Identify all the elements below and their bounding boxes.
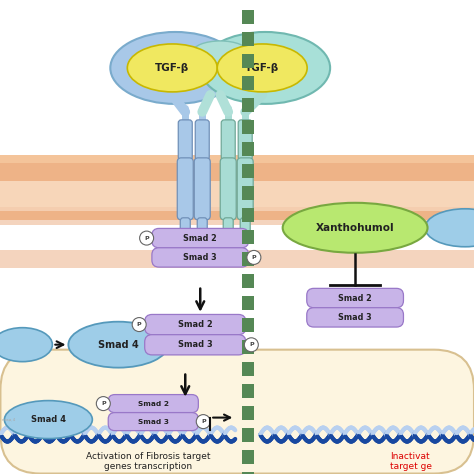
- Text: P: P: [252, 255, 256, 260]
- Circle shape: [140, 231, 154, 245]
- Text: Smad 3: Smad 3: [138, 419, 169, 425]
- FancyBboxPatch shape: [240, 218, 250, 243]
- Text: TGF-β: TGF-β: [245, 63, 279, 73]
- FancyBboxPatch shape: [238, 120, 252, 160]
- Bar: [0, 181, 474, 211]
- FancyBboxPatch shape: [152, 248, 248, 267]
- FancyBboxPatch shape: [197, 218, 207, 243]
- FancyBboxPatch shape: [145, 335, 246, 355]
- Bar: [242, 340, 254, 354]
- Bar: [0, 155, 474, 220]
- Text: Inactivat
target ge: Inactivat target ge: [390, 452, 432, 471]
- Bar: [242, 32, 254, 46]
- Text: Smad 4: Smad 4: [98, 340, 139, 350]
- FancyBboxPatch shape: [307, 308, 403, 327]
- Bar: [242, 296, 254, 310]
- Text: P: P: [201, 419, 206, 424]
- FancyBboxPatch shape: [195, 120, 209, 160]
- Bar: [242, 54, 254, 68]
- Bar: [242, 273, 254, 288]
- Ellipse shape: [425, 209, 474, 247]
- FancyBboxPatch shape: [194, 158, 210, 220]
- Bar: [242, 164, 254, 178]
- Ellipse shape: [4, 401, 92, 438]
- Circle shape: [96, 397, 110, 410]
- Text: Smad 2: Smad 2: [138, 401, 169, 407]
- Text: TGF-β: TGF-β: [155, 63, 190, 73]
- Bar: [242, 318, 254, 332]
- Text: Activation of Fibrosis target
genes transcription: Activation of Fibrosis target genes tran…: [86, 452, 210, 471]
- Text: Smad 2: Smad 2: [183, 234, 217, 243]
- Text: Smad 2: Smad 2: [338, 293, 372, 302]
- Bar: [242, 142, 254, 156]
- Bar: [242, 208, 254, 222]
- Ellipse shape: [68, 322, 168, 368]
- Circle shape: [132, 318, 146, 331]
- Ellipse shape: [110, 32, 240, 104]
- Ellipse shape: [0, 328, 53, 362]
- FancyBboxPatch shape: [152, 228, 248, 248]
- Bar: [242, 10, 254, 24]
- Text: Smad 4: Smad 4: [31, 415, 66, 424]
- Ellipse shape: [193, 41, 248, 63]
- FancyBboxPatch shape: [145, 314, 246, 335]
- Ellipse shape: [217, 44, 307, 92]
- Text: mад 4: mад 4: [2, 418, 15, 421]
- FancyBboxPatch shape: [0, 350, 474, 474]
- FancyBboxPatch shape: [108, 412, 198, 430]
- FancyBboxPatch shape: [180, 218, 190, 243]
- Text: P: P: [101, 401, 106, 406]
- FancyBboxPatch shape: [178, 120, 192, 160]
- Text: P: P: [249, 342, 254, 347]
- Ellipse shape: [283, 203, 428, 253]
- Text: P: P: [144, 236, 149, 241]
- FancyBboxPatch shape: [221, 120, 235, 160]
- Circle shape: [196, 415, 210, 428]
- FancyBboxPatch shape: [223, 218, 233, 243]
- Bar: [242, 186, 254, 200]
- Bar: [242, 472, 254, 474]
- Circle shape: [247, 250, 261, 264]
- Bar: [0, 207, 474, 225]
- Bar: [242, 362, 254, 375]
- Text: P: P: [137, 322, 142, 327]
- Bar: [242, 449, 254, 464]
- Ellipse shape: [128, 44, 217, 92]
- Bar: [242, 120, 254, 134]
- FancyBboxPatch shape: [237, 158, 253, 220]
- Ellipse shape: [200, 32, 330, 104]
- Bar: [242, 406, 254, 419]
- Bar: [242, 230, 254, 244]
- Bar: [0, 250, 474, 268]
- Bar: [242, 383, 254, 398]
- Text: Smad 3: Smad 3: [178, 340, 212, 349]
- Bar: [242, 428, 254, 442]
- Text: Xanthohumol: Xanthohumol: [316, 223, 394, 233]
- Bar: [0, 163, 474, 181]
- Bar: [242, 252, 254, 266]
- Text: Smad 3: Smad 3: [183, 253, 217, 262]
- Circle shape: [244, 338, 258, 352]
- Text: Smad 3: Smad 3: [338, 313, 372, 322]
- FancyBboxPatch shape: [220, 158, 236, 220]
- FancyBboxPatch shape: [108, 394, 198, 412]
- Text: Smad 2: Smad 2: [178, 320, 213, 329]
- Bar: [242, 98, 254, 112]
- Bar: [242, 76, 254, 90]
- FancyBboxPatch shape: [177, 158, 193, 220]
- FancyBboxPatch shape: [307, 288, 403, 308]
